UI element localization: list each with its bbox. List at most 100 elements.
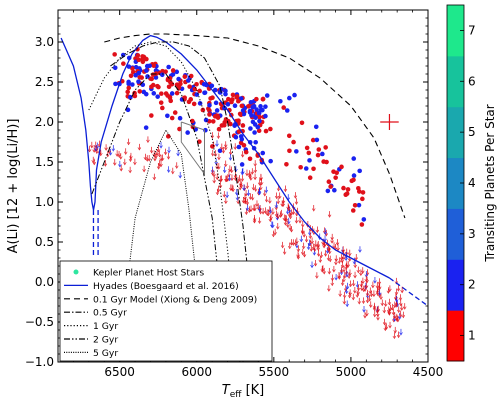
upper-limit-head	[295, 245, 299, 249]
upper-limit-head	[119, 156, 123, 160]
host-star-point	[236, 118, 241, 123]
upper-limit-head	[316, 244, 321, 248]
host-star-point	[286, 133, 292, 139]
upper-limit-head	[228, 157, 233, 161]
x-tick-label: 6500	[104, 365, 135, 379]
upper-limit-head	[286, 224, 290, 228]
upper-limit-head	[244, 211, 249, 215]
series-line	[88, 41, 241, 362]
colorbar-segment	[447, 208, 464, 260]
colorbar-tick-label: 4	[468, 176, 476, 190]
upper-limit-head	[274, 205, 279, 209]
host-star-point	[139, 75, 144, 80]
host-star-point	[333, 175, 338, 180]
upper-limit-head	[282, 251, 287, 255]
host-star-point	[303, 166, 309, 171]
host-star-point	[136, 57, 142, 63]
upper-limit-head	[299, 239, 304, 243]
upper-limit-head	[398, 302, 403, 307]
upper-limit-head	[334, 262, 338, 266]
upper-limit-head	[253, 207, 257, 212]
upper-limit-head	[224, 178, 229, 183]
upper-limit-head	[212, 180, 216, 184]
upper-limit-head	[336, 247, 340, 252]
host-star-point	[351, 177, 356, 183]
colorbar-segments	[447, 5, 464, 362]
upper-limit-head	[215, 192, 220, 196]
upper-limit-head	[361, 280, 365, 285]
colorbar-segment	[447, 259, 464, 311]
upper-limit-head	[302, 254, 307, 258]
upper-limit-head	[344, 257, 348, 261]
host-star-point	[256, 111, 262, 116]
upper-limit-head	[379, 296, 383, 300]
host-star-point	[237, 111, 243, 117]
upper-limit-head	[227, 177, 232, 182]
upper-limit-head	[393, 315, 397, 319]
upper-limit-head	[166, 169, 171, 173]
upper-limit-head	[352, 261, 357, 265]
host-star-point	[298, 164, 303, 170]
host-star-point	[130, 82, 135, 87]
host-star-point	[128, 73, 134, 79]
upper-limit-head	[108, 152, 113, 156]
y-tick-label: 1.5	[35, 155, 54, 169]
host-star-point	[144, 68, 149, 73]
upper-limit-head	[252, 218, 257, 222]
upper-limit-head	[257, 182, 262, 186]
upper-limit-head	[344, 266, 349, 270]
host-star-point	[257, 114, 262, 120]
upper-limit-head	[359, 272, 363, 276]
host-star-point	[170, 72, 176, 77]
host-star-point	[147, 63, 152, 69]
host-star-point	[326, 179, 332, 184]
host-star-point	[125, 107, 131, 113]
upper-limit-head	[291, 211, 296, 215]
host-star-point	[360, 190, 366, 195]
y-tick-label: 0.5	[35, 235, 54, 249]
colorbar-segment	[447, 157, 464, 209]
host-star-point	[121, 61, 126, 66]
upper-limit-head	[271, 225, 275, 229]
upper-limit-head	[335, 242, 340, 246]
upper-limit-head	[306, 224, 310, 228]
host-star-point	[135, 53, 141, 58]
y-axis-label: A(Li) [12 + log(Li/H)]	[6, 119, 21, 254]
x-tick-label: 4500	[413, 365, 444, 379]
upper-limit-head	[344, 271, 349, 276]
host-star-point	[197, 88, 202, 94]
upper-limit-head	[142, 169, 146, 173]
upper-limit-head	[233, 146, 237, 150]
upper-limit-head	[133, 161, 137, 166]
upper-limit-head	[375, 292, 380, 296]
upper-limit-head	[300, 230, 305, 234]
upper-limit-head	[222, 169, 227, 174]
upper-limit-head	[215, 166, 219, 170]
upper-limit-head	[393, 330, 397, 334]
host-star-point	[197, 101, 203, 106]
host-star-point	[136, 79, 141, 84]
host-star-point	[159, 91, 164, 96]
upper-limit-head	[362, 309, 366, 313]
host-star-point	[143, 125, 149, 130]
host-star-point	[310, 137, 316, 143]
host-star-point	[356, 185, 361, 191]
host-star-point	[169, 91, 175, 96]
upper-limit-head	[312, 252, 317, 256]
host-star-point	[225, 102, 231, 107]
host-star-point	[323, 145, 328, 150]
host-star-point	[263, 104, 268, 109]
legend-marker	[73, 269, 79, 275]
upper-limit-head	[160, 157, 165, 162]
upper-limit-head	[268, 210, 273, 214]
upper-limit-head	[238, 187, 242, 191]
upper-limit-head	[398, 314, 403, 318]
upper-limit-head	[311, 246, 316, 251]
host-star-point	[149, 113, 154, 118]
host-star-point	[316, 147, 322, 152]
host-star-point	[304, 145, 310, 151]
upper-limit-head	[321, 242, 325, 246]
host-star-point	[268, 126, 273, 132]
host-star-point	[284, 108, 290, 113]
upper-limit-head	[368, 304, 373, 308]
